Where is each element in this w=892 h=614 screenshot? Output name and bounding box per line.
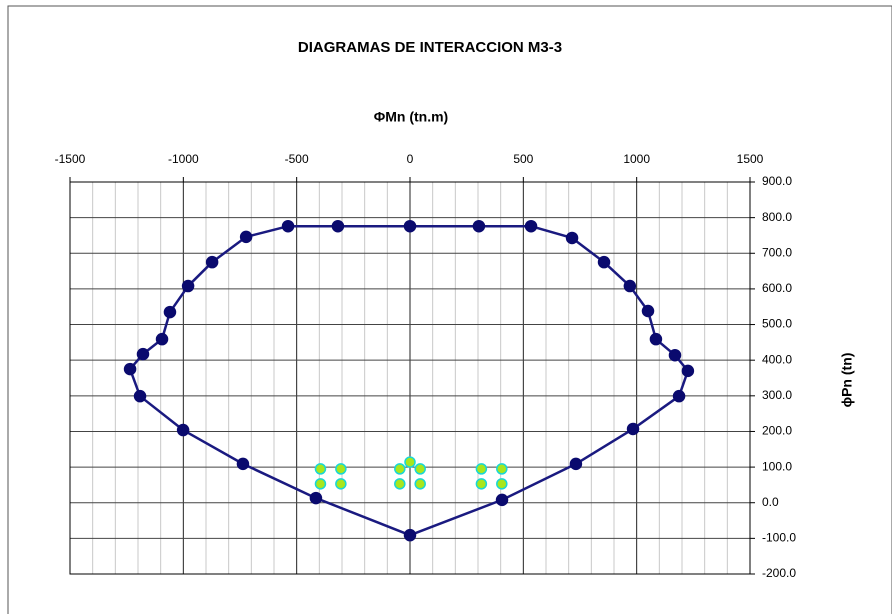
demand-point bbox=[496, 478, 508, 490]
demand-point bbox=[414, 463, 426, 475]
demand-point bbox=[335, 478, 347, 490]
capacity-point bbox=[181, 279, 195, 293]
capacity-point bbox=[163, 305, 177, 319]
capacity-point bbox=[239, 230, 253, 244]
capacity-point bbox=[495, 493, 509, 507]
capacity-point bbox=[597, 255, 611, 269]
x-tick-label: -1000 bbox=[168, 152, 199, 166]
capacity-point bbox=[403, 219, 417, 233]
capacity-point bbox=[681, 364, 695, 378]
demand-point bbox=[475, 478, 488, 490]
x-tick-label: 0 bbox=[407, 152, 414, 166]
capacity-point bbox=[123, 362, 137, 376]
capacity-point bbox=[565, 231, 579, 245]
plot-border bbox=[69, 181, 751, 575]
y-tick-label: 600.0 bbox=[762, 281, 792, 295]
capacity-point bbox=[641, 304, 655, 318]
capacity-point bbox=[331, 219, 345, 233]
y-tick-label: 500.0 bbox=[762, 317, 792, 331]
capacity-point bbox=[626, 422, 640, 436]
capacity-point bbox=[569, 457, 583, 471]
x-tick-label: -500 bbox=[285, 152, 309, 166]
y-tick-label: 800.0 bbox=[762, 210, 792, 224]
capacity-point bbox=[309, 491, 323, 505]
y-tick-label: 200.0 bbox=[762, 424, 792, 438]
y-tick-label: 400.0 bbox=[762, 352, 792, 366]
demand-point bbox=[414, 478, 426, 490]
y-axis-label: ϕPn (tn) bbox=[839, 353, 855, 408]
y-tick-label: -100.0 bbox=[762, 531, 796, 545]
x-tick-label: 500 bbox=[513, 152, 533, 166]
capacity-point bbox=[176, 423, 190, 437]
x-tick-label: 1000 bbox=[623, 152, 650, 166]
capacity-point bbox=[236, 457, 250, 471]
y-tick-label: 700.0 bbox=[762, 245, 792, 259]
capacity-point bbox=[649, 332, 663, 346]
capacity-point bbox=[524, 219, 538, 233]
demand-point bbox=[496, 463, 508, 475]
demand-point bbox=[314, 463, 327, 475]
capacity-point bbox=[403, 528, 417, 542]
demand-point bbox=[404, 456, 416, 468]
capacity-point bbox=[281, 219, 295, 233]
y-tick-label: -200.0 bbox=[762, 566, 796, 580]
capacity-point bbox=[672, 389, 686, 403]
y-tick-label: 100.0 bbox=[762, 459, 792, 473]
demand-point bbox=[314, 478, 327, 490]
capacity-point bbox=[133, 389, 147, 403]
capacity-point bbox=[136, 347, 150, 361]
demand-point bbox=[394, 478, 406, 490]
x-tick-label: -1500 bbox=[55, 152, 86, 166]
y-tick-label: 300.0 bbox=[762, 388, 792, 402]
demand-point bbox=[335, 463, 347, 475]
y-tick-label: 900.0 bbox=[762, 174, 792, 188]
capacity-point bbox=[623, 279, 637, 293]
x-tick-label: 1500 bbox=[737, 152, 764, 166]
y-tick-label: 0.0 bbox=[762, 495, 779, 509]
capacity-point bbox=[472, 219, 486, 233]
chart-title: DIAGRAMAS DE INTERACCION M3-3 bbox=[298, 39, 562, 56]
capacity-point bbox=[205, 255, 219, 269]
capacity-point bbox=[668, 348, 682, 362]
demand-point bbox=[394, 463, 406, 475]
x-axis-label: ΦMn (tn.m) bbox=[374, 109, 448, 125]
demand-point bbox=[475, 463, 488, 475]
capacity-point bbox=[155, 332, 169, 346]
